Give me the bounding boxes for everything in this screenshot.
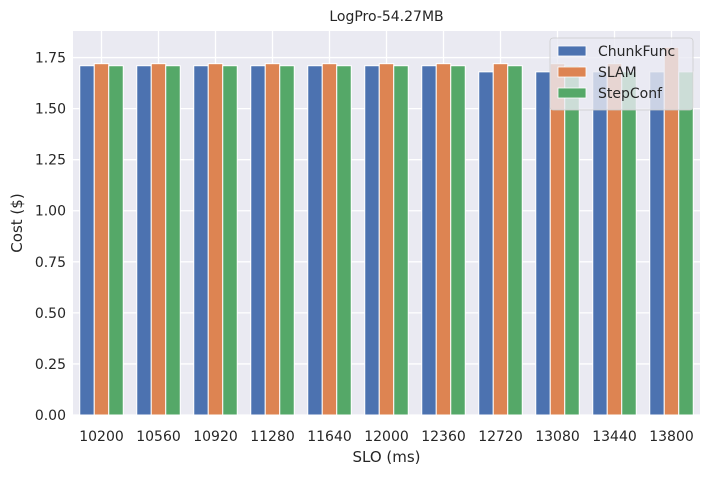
x-tick-label: 10560 — [136, 429, 181, 445]
bar-stepconf-13440 — [621, 71, 637, 416]
legend-label-stepconf: StepConf — [598, 86, 663, 102]
legend-swatch-chunkfunc — [557, 45, 587, 57]
bar-stepconf-12360 — [450, 65, 466, 416]
bar-stepconf-12000 — [393, 65, 409, 416]
bars — [79, 46, 694, 416]
bar-stepconf-13800 — [678, 71, 694, 416]
x-tick-label: 13440 — [592, 429, 637, 445]
y-tick-label: 0.75 — [35, 255, 66, 271]
bar-chunkfunc-11280 — [250, 65, 266, 416]
y-tick-label: 1.25 — [35, 153, 66, 169]
bar-slam-10200 — [93, 63, 110, 416]
bar-stepconf-11640 — [336, 65, 352, 416]
bar-chunkfunc-13080 — [535, 71, 551, 416]
bar-chunkfunc-10200 — [79, 65, 95, 416]
x-tick-label: 12720 — [478, 429, 523, 445]
bar-stepconf-12720 — [507, 65, 523, 416]
bar-stepconf-13080 — [564, 65, 580, 416]
bar-chunkfunc-13800 — [649, 71, 665, 416]
bar-chunkfunc-10920 — [193, 65, 209, 416]
bar-slam-13440 — [606, 63, 623, 416]
x-tick-label: 10200 — [79, 429, 124, 445]
y-tick-label: 0.50 — [35, 306, 66, 322]
bar-chunkfunc-12360 — [421, 65, 437, 416]
y-tick-label: 0.00 — [35, 408, 66, 424]
legend-swatch-slam — [557, 66, 587, 78]
x-tick-label: 12000 — [364, 429, 409, 445]
bar-stepconf-10200 — [108, 65, 124, 416]
y-tick-label: 1.75 — [35, 51, 66, 67]
bar-chunkfunc-11640 — [307, 65, 323, 416]
y-tick-label: 0.25 — [35, 357, 66, 373]
bar-slam-11280 — [264, 63, 281, 416]
x-tick-label: 12360 — [421, 429, 466, 445]
legend-swatch-stepconf — [557, 87, 587, 99]
bar-slam-10920 — [207, 63, 224, 416]
bar-stepconf-10560 — [165, 65, 181, 416]
bar-slam-10560 — [150, 63, 167, 416]
y-tick-label: 1.00 — [35, 204, 66, 220]
x-axis-label: SLO (ms) — [352, 448, 420, 466]
x-tick-labels: 10200 10560 10920 11280 11640 12000 12360 12720… — [79, 429, 694, 445]
bar-slam-11640 — [321, 63, 338, 416]
y-tick-labels: 0.00 0.25 0.50 0.75 1.00 1.25 1.50 1.75 — [35, 51, 66, 424]
y-tick-label: 1.50 — [35, 102, 66, 118]
x-tick-label: 13800 — [649, 429, 694, 445]
chart-title: LogPro-54.27MB — [329, 9, 443, 25]
legend: ChunkFunc SLAM StepConf — [549, 37, 694, 111]
x-tick-label: 11280 — [250, 429, 295, 445]
y-axis-label: Cost ($) — [8, 193, 26, 252]
bar-chunkfunc-12720 — [478, 71, 494, 416]
bar-slam-12720 — [492, 63, 509, 416]
legend-label-slam: SLAM — [598, 65, 637, 81]
bar-chunkfunc-13440 — [592, 71, 608, 416]
bar-chunkfunc-10560 — [136, 65, 152, 416]
bar-chunkfunc-12000 — [364, 65, 380, 416]
bar-slam-12000 — [378, 63, 395, 416]
x-tick-label: 11640 — [307, 429, 352, 445]
bar-stepconf-11280 — [279, 65, 295, 416]
x-tick-label: 13080 — [535, 429, 580, 445]
bar-slam-13080 — [549, 63, 566, 416]
bar-slam-12360 — [435, 63, 452, 416]
x-tick-label: 10920 — [193, 429, 238, 445]
legend-label-chunkfunc: ChunkFunc — [598, 44, 675, 60]
bar-stepconf-10920 — [222, 65, 238, 416]
